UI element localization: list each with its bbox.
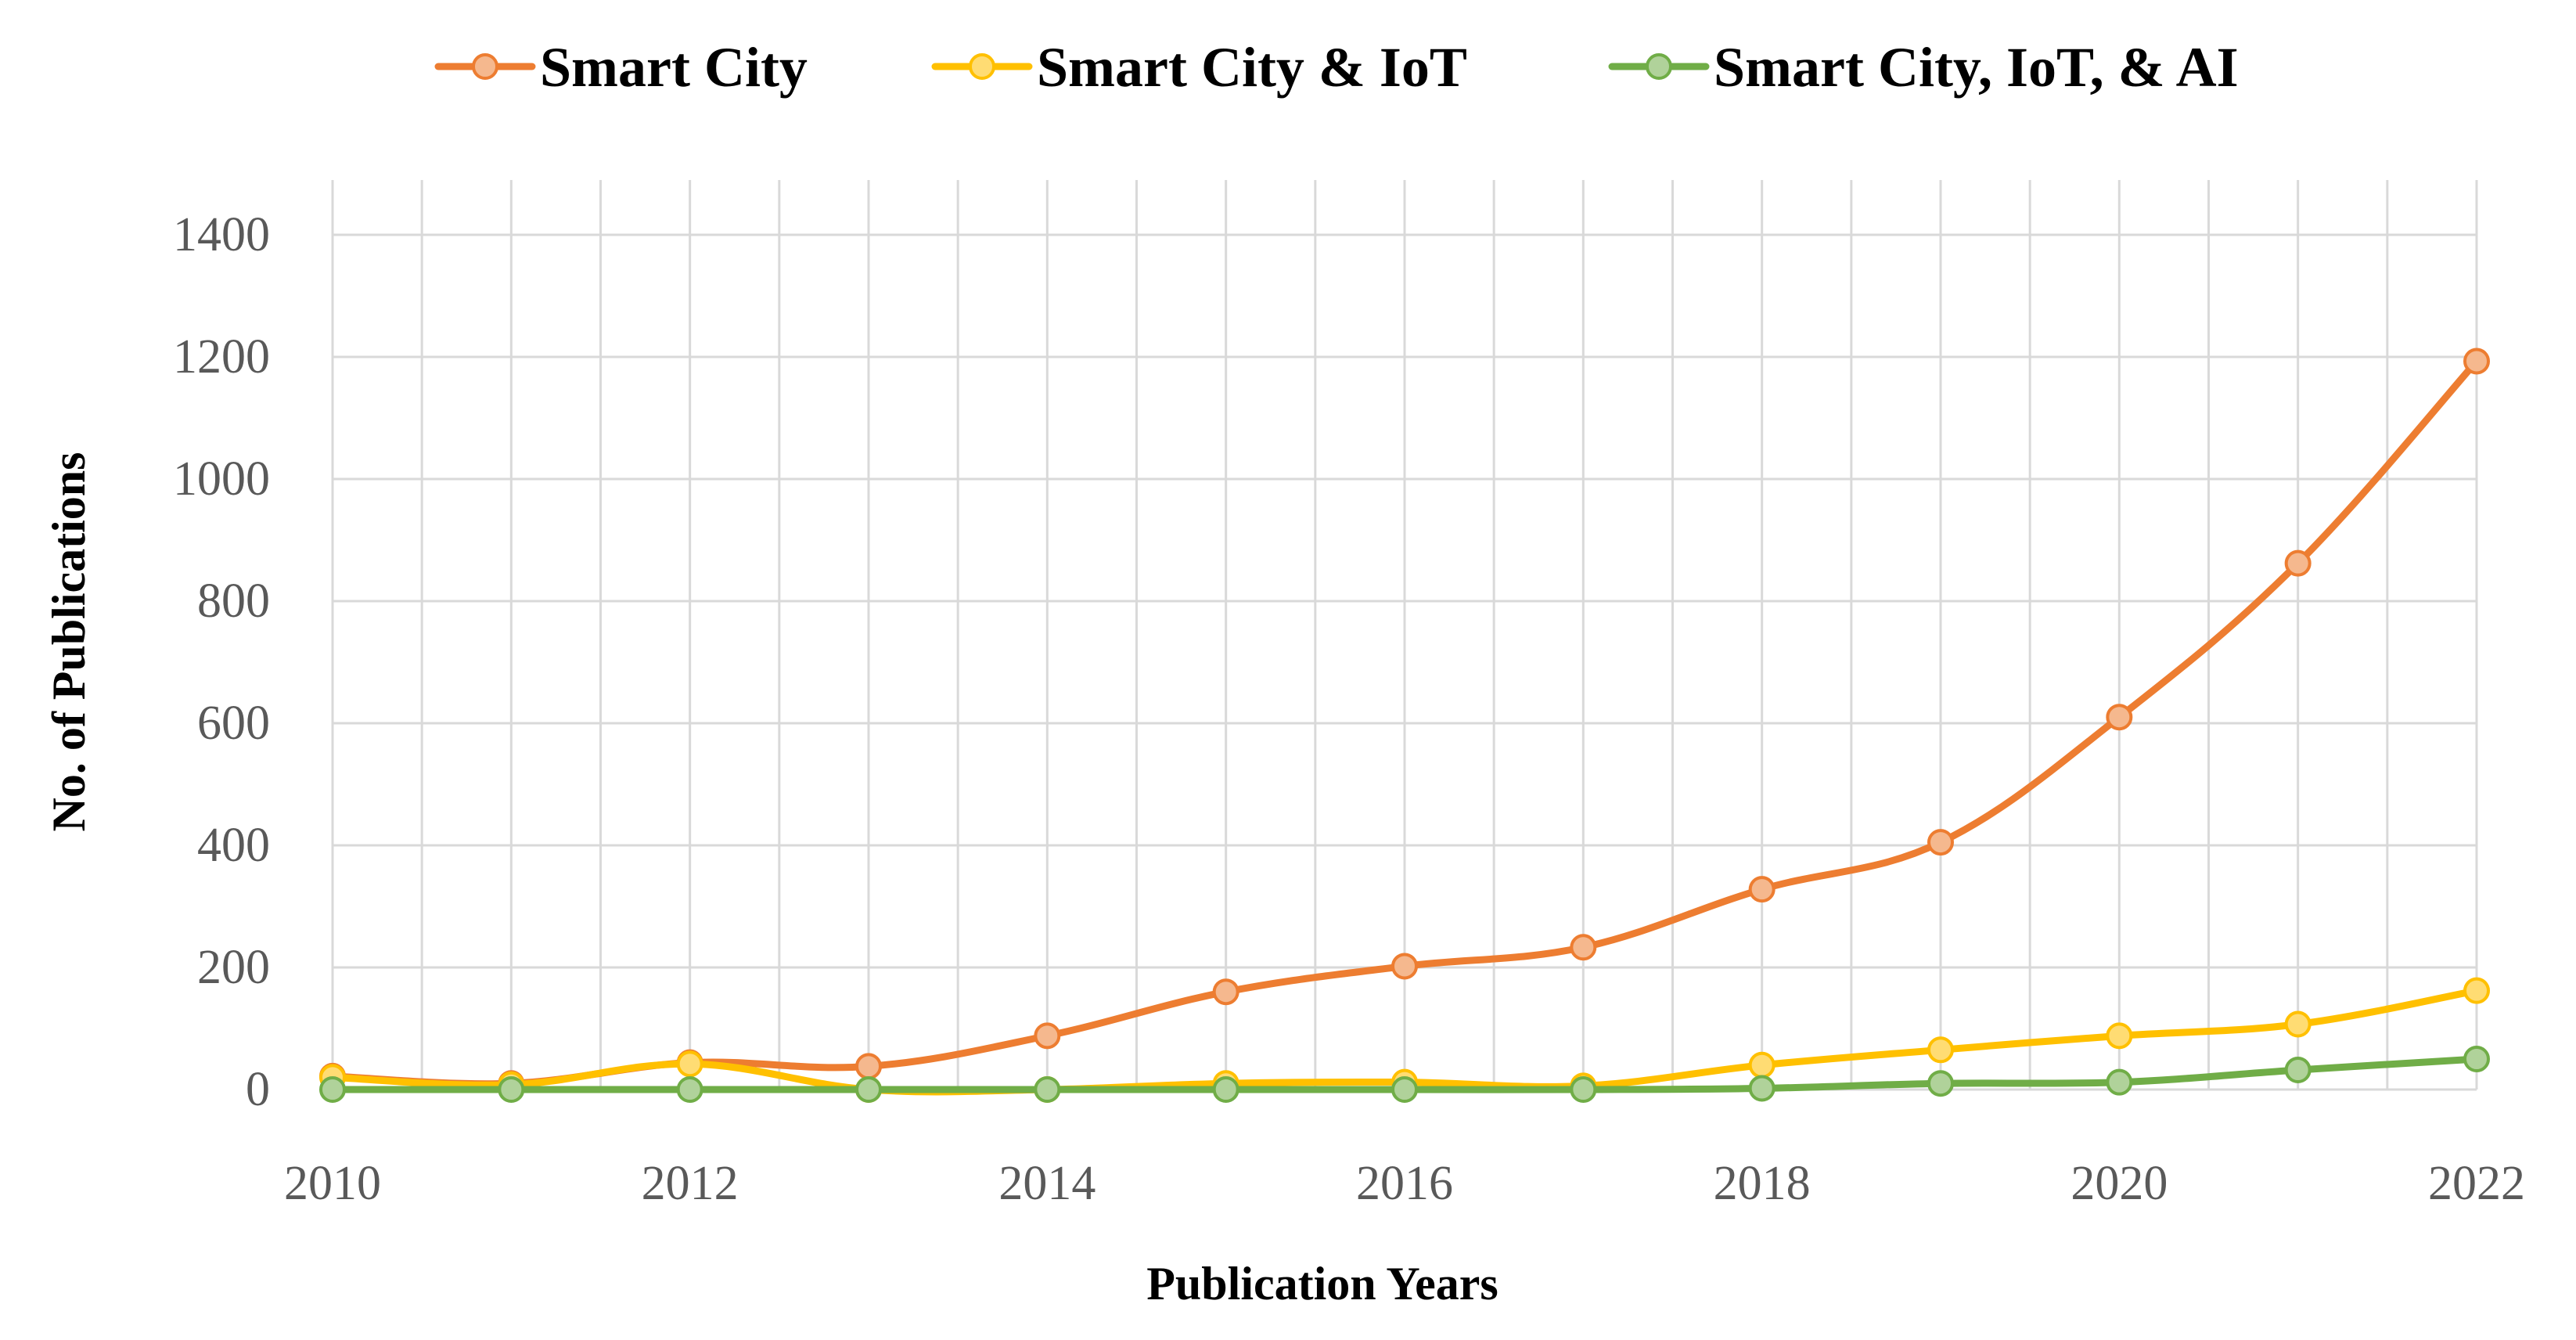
legend-item: Smart City, IoT, & AI	[1608, 36, 2239, 99]
data-point	[1212, 978, 1239, 1006]
data-point	[2284, 549, 2312, 577]
data-point	[319, 1076, 346, 1103]
data-point	[498, 1076, 525, 1103]
x-axis-ticks: 2010 2012 2014 2016 2018 2020 2022	[284, 1157, 2525, 1210]
x-tick-label: 2018	[1714, 1157, 1811, 1210]
y-tick-label: 800	[197, 575, 270, 628]
data-point	[2463, 1046, 2490, 1072]
x-axis-title: Publication Years	[1146, 1258, 1498, 1309]
legend-item: Smart City & IoT	[931, 36, 1467, 99]
data-point	[1748, 1051, 1775, 1079]
y-axis-title: No. of Publications	[43, 452, 95, 831]
x-tick-label: 2010	[284, 1157, 381, 1210]
data-point	[2463, 348, 2490, 375]
series-smart-city-iot-ai	[319, 1046, 2490, 1103]
data-point	[1391, 1076, 1418, 1103]
legend-item: Smart City	[434, 36, 808, 99]
y-tick-label: 1000	[173, 452, 270, 506]
data-point	[1034, 1076, 1061, 1103]
data-point	[676, 1076, 703, 1103]
data-point	[1927, 1036, 1954, 1064]
data-point	[1927, 1070, 1954, 1097]
x-tick-label: 2020	[2071, 1157, 2168, 1210]
legend-marker	[969, 53, 995, 80]
legend-marker	[1646, 53, 1672, 80]
y-tick-label: 200	[197, 941, 270, 994]
legend-marker	[472, 53, 498, 80]
legend: Smart City Smart City & IoT Smart City, Io…	[434, 36, 2239, 99]
y-axis-ticks: 0 200 400 600 800 1000 1200 1400	[173, 208, 270, 1116]
data-point	[2463, 977, 2490, 1004]
y-tick-label: 1400	[173, 208, 270, 261]
data-point	[855, 1053, 882, 1080]
y-tick-label: 600	[197, 697, 270, 750]
data-point	[676, 1050, 703, 1078]
series-lines	[319, 348, 2490, 1103]
y-tick-label: 1200	[173, 330, 270, 384]
legend-label: Smart City	[540, 36, 808, 99]
data-point	[855, 1076, 882, 1103]
data-point	[2106, 704, 2133, 731]
data-point	[1034, 1022, 1061, 1050]
x-tick-label: 2014	[998, 1157, 1096, 1210]
legend-label: Smart City, IoT, & AI	[1714, 36, 2239, 99]
x-tick-label: 2022	[2428, 1157, 2525, 1210]
data-point	[2284, 1057, 2312, 1084]
x-tick-label: 2016	[1356, 1157, 1453, 1210]
data-point	[1748, 1075, 1775, 1102]
data-point	[2106, 1068, 2133, 1096]
y-tick-label: 0	[246, 1063, 270, 1116]
data-point	[1212, 1076, 1239, 1103]
data-point	[1570, 1076, 1597, 1103]
data-point	[1391, 953, 1418, 980]
data-point	[1748, 876, 1775, 903]
y-tick-label: 400	[197, 819, 270, 872]
x-tick-label: 2012	[642, 1157, 739, 1210]
data-point	[2106, 1022, 2133, 1050]
data-point	[1927, 829, 1954, 856]
legend-label: Smart City & IoT	[1037, 36, 1467, 99]
data-point	[1570, 934, 1597, 961]
data-point	[2284, 1010, 2312, 1038]
